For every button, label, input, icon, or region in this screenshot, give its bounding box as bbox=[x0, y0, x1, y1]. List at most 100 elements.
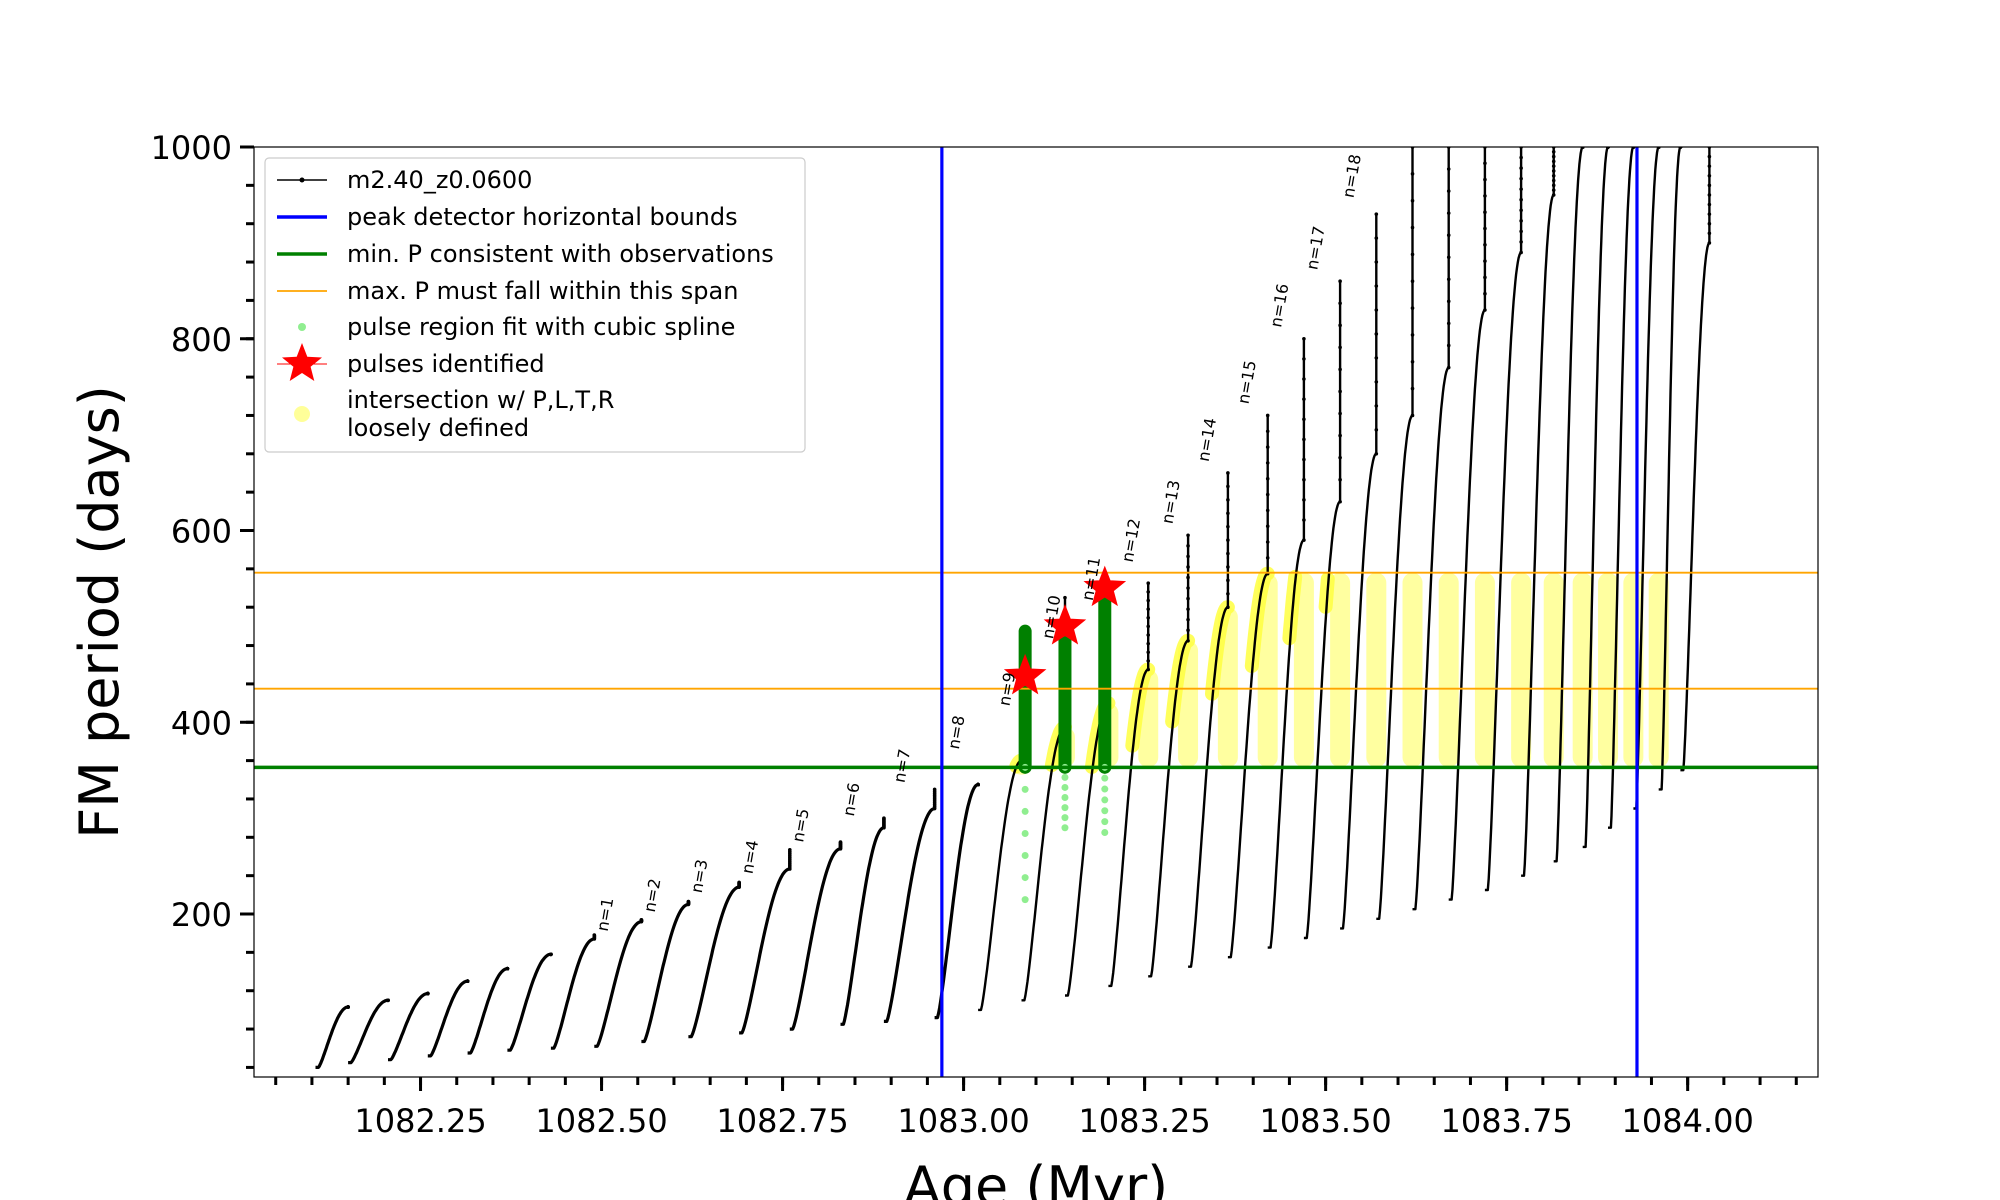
track-point bbox=[1551, 159, 1556, 164]
x-tick-label: 1084.00 bbox=[1622, 1102, 1754, 1140]
track-point bbox=[1551, 169, 1556, 173]
track-point bbox=[1519, 208, 1523, 213]
track-pulse-23 bbox=[1267, 337, 1306, 949]
track-point bbox=[1265, 476, 1270, 481]
x-tick-label: 1083.75 bbox=[1440, 1102, 1572, 1140]
track-point bbox=[1226, 578, 1230, 583]
track-point bbox=[1146, 641, 1151, 646]
track-point bbox=[1551, 149, 1556, 154]
track-point bbox=[1338, 345, 1342, 350]
track-point bbox=[838, 840, 843, 844]
track-pulse-14 bbox=[883, 787, 937, 1024]
track-pulse-25 bbox=[1340, 212, 1378, 930]
track-point bbox=[1519, 166, 1523, 170]
pulse-label: n=14 bbox=[1194, 416, 1220, 463]
pulses-identified-markers bbox=[1003, 565, 1127, 695]
track-point bbox=[1146, 650, 1151, 655]
spline-point bbox=[1061, 814, 1069, 822]
intersection-marker bbox=[1572, 572, 1593, 768]
track-point bbox=[1707, 164, 1712, 168]
track-point bbox=[1265, 492, 1270, 497]
track-point bbox=[1302, 417, 1306, 422]
legend-box bbox=[264, 157, 806, 453]
y-tick-label: 200 bbox=[171, 896, 232, 934]
track-point bbox=[1410, 198, 1415, 203]
track-point bbox=[1063, 595, 1067, 600]
track-pulse-16 bbox=[978, 759, 1022, 1012]
pulse-label: n=1 bbox=[593, 896, 618, 933]
track-pulse-6 bbox=[507, 952, 552, 1052]
track-point bbox=[1302, 538, 1306, 542]
track-point bbox=[1483, 291, 1487, 296]
y-axis-title: FM period (days) bbox=[68, 385, 131, 839]
track-point bbox=[1146, 633, 1151, 637]
track-point bbox=[1146, 624, 1151, 629]
track-point bbox=[1707, 173, 1712, 178]
track-point bbox=[1338, 455, 1342, 460]
intersection-marker bbox=[1438, 572, 1459, 768]
track-point bbox=[1374, 284, 1379, 288]
track-pulse-5 bbox=[467, 967, 509, 1055]
track-pulse-20 bbox=[1148, 534, 1190, 978]
track-point bbox=[1446, 211, 1451, 215]
track-point bbox=[1226, 591, 1230, 596]
track-point bbox=[1374, 356, 1379, 360]
track-point bbox=[1551, 173, 1556, 178]
pulse-label: n=5 bbox=[788, 807, 813, 844]
pulse-label: n=3 bbox=[687, 858, 712, 895]
pulse-number-labels: n=1n=2n=3n=4n=5n=6n=7n=8n=9n=10n=11n=12n… bbox=[593, 153, 1365, 933]
pulse-identified-star bbox=[1003, 653, 1047, 695]
track-pulse-12 bbox=[789, 840, 843, 1031]
pulse-identified-star bbox=[1043, 604, 1087, 645]
track-point bbox=[1146, 615, 1151, 620]
pulse-label: n=12 bbox=[1118, 517, 1144, 564]
track-point bbox=[1707, 231, 1712, 236]
track-point bbox=[737, 880, 741, 885]
legend-dot-icon bbox=[298, 323, 306, 331]
x-tick-label: 1082.50 bbox=[535, 1102, 667, 1140]
track-pulse-7 bbox=[550, 933, 596, 1050]
track-point bbox=[1186, 617, 1190, 622]
track-point bbox=[1483, 226, 1487, 231]
track-point bbox=[1483, 275, 1487, 280]
spline-point bbox=[1021, 852, 1029, 860]
track-point bbox=[1483, 259, 1487, 263]
spline-point bbox=[1101, 807, 1109, 815]
track-point bbox=[1446, 277, 1451, 282]
track-point bbox=[1410, 279, 1415, 284]
track-point bbox=[1707, 193, 1712, 197]
track-point bbox=[1410, 172, 1415, 176]
track-point bbox=[1374, 380, 1379, 384]
track-point bbox=[1519, 250, 1523, 255]
pulse-label: n=4 bbox=[738, 839, 763, 876]
track-point bbox=[1186, 607, 1190, 611]
track-point bbox=[1338, 389, 1342, 394]
track-point bbox=[639, 917, 644, 922]
track-point bbox=[1519, 240, 1523, 244]
intersection-marker bbox=[1293, 572, 1314, 768]
pulse-label: n=7 bbox=[890, 748, 915, 785]
track-point bbox=[1446, 233, 1451, 238]
pulse-label: n=9 bbox=[995, 671, 1020, 708]
track-point bbox=[1707, 154, 1712, 159]
y-axis-ticks: 200 400 600 800 1000 bbox=[151, 129, 254, 1069]
track-pulse-19 bbox=[1108, 582, 1150, 988]
spline-point bbox=[1021, 785, 1029, 793]
track-pulse-10 bbox=[688, 880, 741, 1039]
spline-point bbox=[1021, 874, 1029, 882]
spline-point bbox=[1061, 804, 1069, 812]
track-point bbox=[1302, 477, 1306, 482]
track-point bbox=[1551, 164, 1556, 168]
track-point bbox=[932, 787, 937, 792]
track-point bbox=[1338, 323, 1342, 328]
spline-point bbox=[1101, 785, 1109, 793]
track-point bbox=[1446, 365, 1451, 370]
track-pulse-32 bbox=[1582, 147, 1609, 849]
track-point bbox=[1265, 429, 1270, 434]
legend-label: m2.40_z0.0600 bbox=[347, 166, 532, 194]
track-point bbox=[1146, 590, 1151, 594]
track-point bbox=[1446, 299, 1451, 304]
legend-label: peak detector horizontal bounds bbox=[347, 203, 738, 231]
track-point bbox=[1374, 260, 1379, 264]
